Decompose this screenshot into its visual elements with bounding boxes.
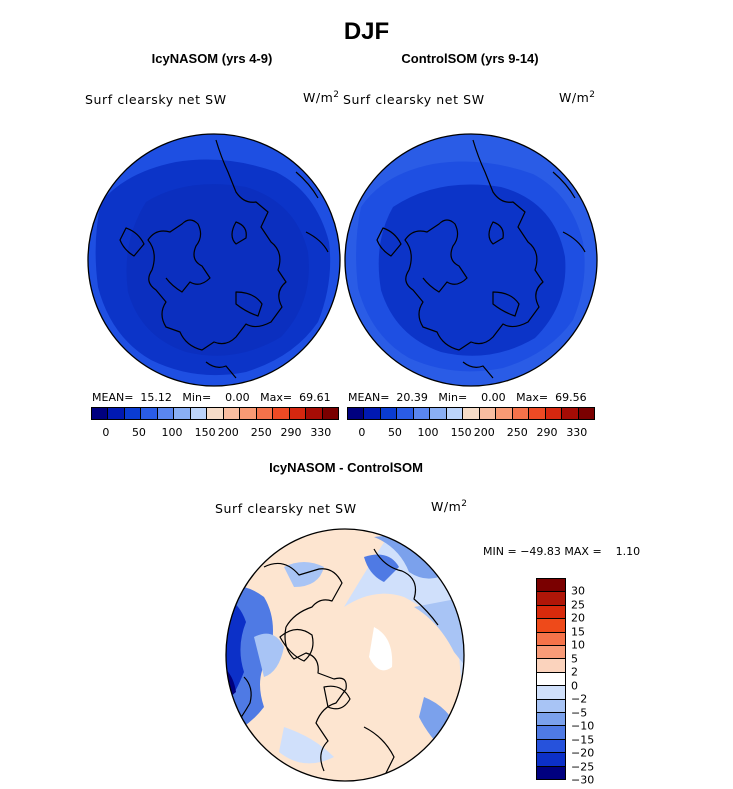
colorbar-tick-label: −2 bbox=[571, 692, 588, 706]
colorbar-swatch bbox=[397, 408, 414, 419]
diff-colorbar bbox=[536, 578, 566, 780]
colorbar-swatch bbox=[537, 726, 565, 740]
colorbar-swatch bbox=[446, 408, 464, 419]
colorbar-swatch bbox=[529, 408, 546, 419]
colorbar-swatch bbox=[537, 672, 565, 687]
panel-2-units: W/m2 bbox=[559, 90, 596, 106]
colorbar-tick-label: 15 bbox=[571, 625, 585, 639]
diff-title: IcyNASOM - ControlSOM bbox=[269, 460, 423, 475]
colorbar-swatch bbox=[207, 408, 224, 419]
colorbar-swatch bbox=[306, 408, 323, 419]
panel-2-stats: MEAN= 20.39 Min= 0.00 Max= 69.56 bbox=[348, 391, 587, 404]
colorbar-swatch bbox=[537, 646, 565, 660]
colorbar-swatch bbox=[512, 408, 530, 419]
colorbar-tick-label: 150 bbox=[194, 426, 216, 439]
colorbar-swatch bbox=[240, 408, 257, 419]
colorbar-tick-label: 330 bbox=[310, 426, 332, 439]
colorbar-swatch bbox=[430, 408, 447, 419]
colorbar-tick-label: 290 bbox=[536, 426, 558, 439]
colorbar-tick-label: 330 bbox=[566, 426, 588, 439]
colorbar-swatch bbox=[578, 408, 595, 419]
colorbar-swatch bbox=[496, 408, 513, 419]
colorbar-swatch bbox=[479, 408, 497, 419]
colorbar-tick-label: 5 bbox=[571, 652, 578, 666]
panel-2-variable-label: Surf clearsky net SW bbox=[343, 92, 485, 107]
colorbar-tick-label: 2 bbox=[571, 665, 578, 679]
colorbar-swatch bbox=[537, 659, 565, 673]
colorbar-tick-label: 20 bbox=[571, 611, 585, 625]
panel-1-colorbar bbox=[91, 407, 339, 420]
diff-stats: MIN = −49.83 MAX = 1.10 bbox=[483, 545, 641, 558]
colorbar-swatch bbox=[545, 408, 563, 419]
colorbar-tick-label: −25 bbox=[571, 760, 595, 774]
colorbar-swatch bbox=[537, 713, 565, 727]
colorbar-swatch bbox=[273, 408, 290, 419]
panel-2-title: ControlSOM (yrs 9-14) bbox=[401, 51, 539, 66]
colorbar-tick-label: 0 bbox=[571, 679, 578, 693]
colorbar-swatch bbox=[537, 632, 565, 647]
colorbar-swatch bbox=[537, 766, 565, 780]
colorbar-swatch bbox=[108, 408, 125, 419]
colorbar-tick-label: −15 bbox=[571, 733, 595, 747]
colorbar-swatch bbox=[348, 408, 365, 419]
panel-1-title: IcyNASOM (yrs 4-9) bbox=[151, 51, 273, 66]
colorbar-tick-label: 10 bbox=[571, 638, 585, 652]
colorbar-tick-label: −5 bbox=[571, 706, 588, 720]
colorbar-swatch bbox=[537, 753, 565, 767]
diff-colorbar-ticks: 30 25 20 15 10 5 2 0 −2 −5 −10 −15 −20 −25 −30 bbox=[571, 578, 611, 787]
figure-title: DJF bbox=[343, 18, 390, 45]
colorbar-swatch bbox=[256, 408, 274, 419]
colorbar-swatch bbox=[190, 408, 208, 419]
colorbar-tick-label: 30 bbox=[571, 584, 585, 598]
colorbar-swatch bbox=[157, 408, 175, 419]
colorbar-swatch bbox=[92, 408, 109, 419]
colorbar-swatch bbox=[223, 408, 241, 419]
colorbar-swatch bbox=[174, 408, 191, 419]
colorbar-tick-label: 0 bbox=[358, 426, 366, 439]
colorbar-swatch bbox=[537, 699, 565, 714]
colorbar-swatch bbox=[380, 408, 398, 419]
colorbar-swatch bbox=[537, 592, 565, 606]
colorbar-tick-label: −10 bbox=[571, 719, 595, 733]
diff-map bbox=[225, 528, 465, 782]
panel-1-variable-label: Surf clearsky net SW bbox=[85, 92, 227, 107]
colorbar-tick-label: 250 bbox=[506, 426, 528, 439]
colorbar-tick-label: 25 bbox=[571, 598, 585, 612]
colorbar-swatch bbox=[537, 739, 565, 754]
colorbar-tick-label: 0 bbox=[102, 426, 110, 439]
colorbar-tick-label: 100 bbox=[161, 426, 183, 439]
colorbar-swatch bbox=[289, 408, 307, 419]
colorbar-tick-label: 50 bbox=[387, 426, 402, 439]
colorbar-tick-label: 250 bbox=[250, 426, 272, 439]
diff-units: W/m2 bbox=[431, 499, 468, 515]
panel-1-units: W/m2 bbox=[303, 90, 340, 106]
colorbar-swatch bbox=[562, 408, 579, 419]
colorbar-tick-label: 290 bbox=[280, 426, 302, 439]
colorbar-swatch bbox=[463, 408, 480, 419]
panel-1-map bbox=[87, 133, 341, 387]
panel-2-colorbar-ticks: 0 50 100 150 200 250 290 330 bbox=[347, 426, 595, 440]
colorbar-tick-label: 100 bbox=[417, 426, 439, 439]
colorbar-swatch bbox=[124, 408, 142, 419]
panel-2-map bbox=[344, 133, 598, 387]
colorbar-swatch bbox=[413, 408, 431, 419]
panel-1-colorbar-ticks: 0 50 100 150 200 250 290 330 bbox=[91, 426, 339, 440]
colorbar-tick-label: 200 bbox=[473, 426, 495, 439]
colorbar-tick-label: 50 bbox=[131, 426, 146, 439]
colorbar-swatch bbox=[322, 408, 339, 419]
colorbar-tick-label: 200 bbox=[217, 426, 239, 439]
colorbar-swatch bbox=[537, 619, 565, 633]
colorbar-tick-label: 150 bbox=[450, 426, 472, 439]
colorbar-swatch bbox=[364, 408, 381, 419]
colorbar-tick-label: −20 bbox=[571, 746, 595, 760]
colorbar-swatch bbox=[537, 605, 565, 620]
colorbar-swatch bbox=[537, 686, 565, 700]
colorbar-swatch bbox=[141, 408, 158, 419]
diff-variable-label: Surf clearsky net SW bbox=[215, 501, 357, 516]
colorbar-swatch bbox=[537, 579, 565, 593]
panel-2-colorbar bbox=[347, 407, 595, 420]
panel-1-stats: MEAN= 15.12 Min= 0.00 Max= 69.61 bbox=[92, 391, 331, 404]
colorbar-tick-label: −30 bbox=[571, 773, 595, 787]
